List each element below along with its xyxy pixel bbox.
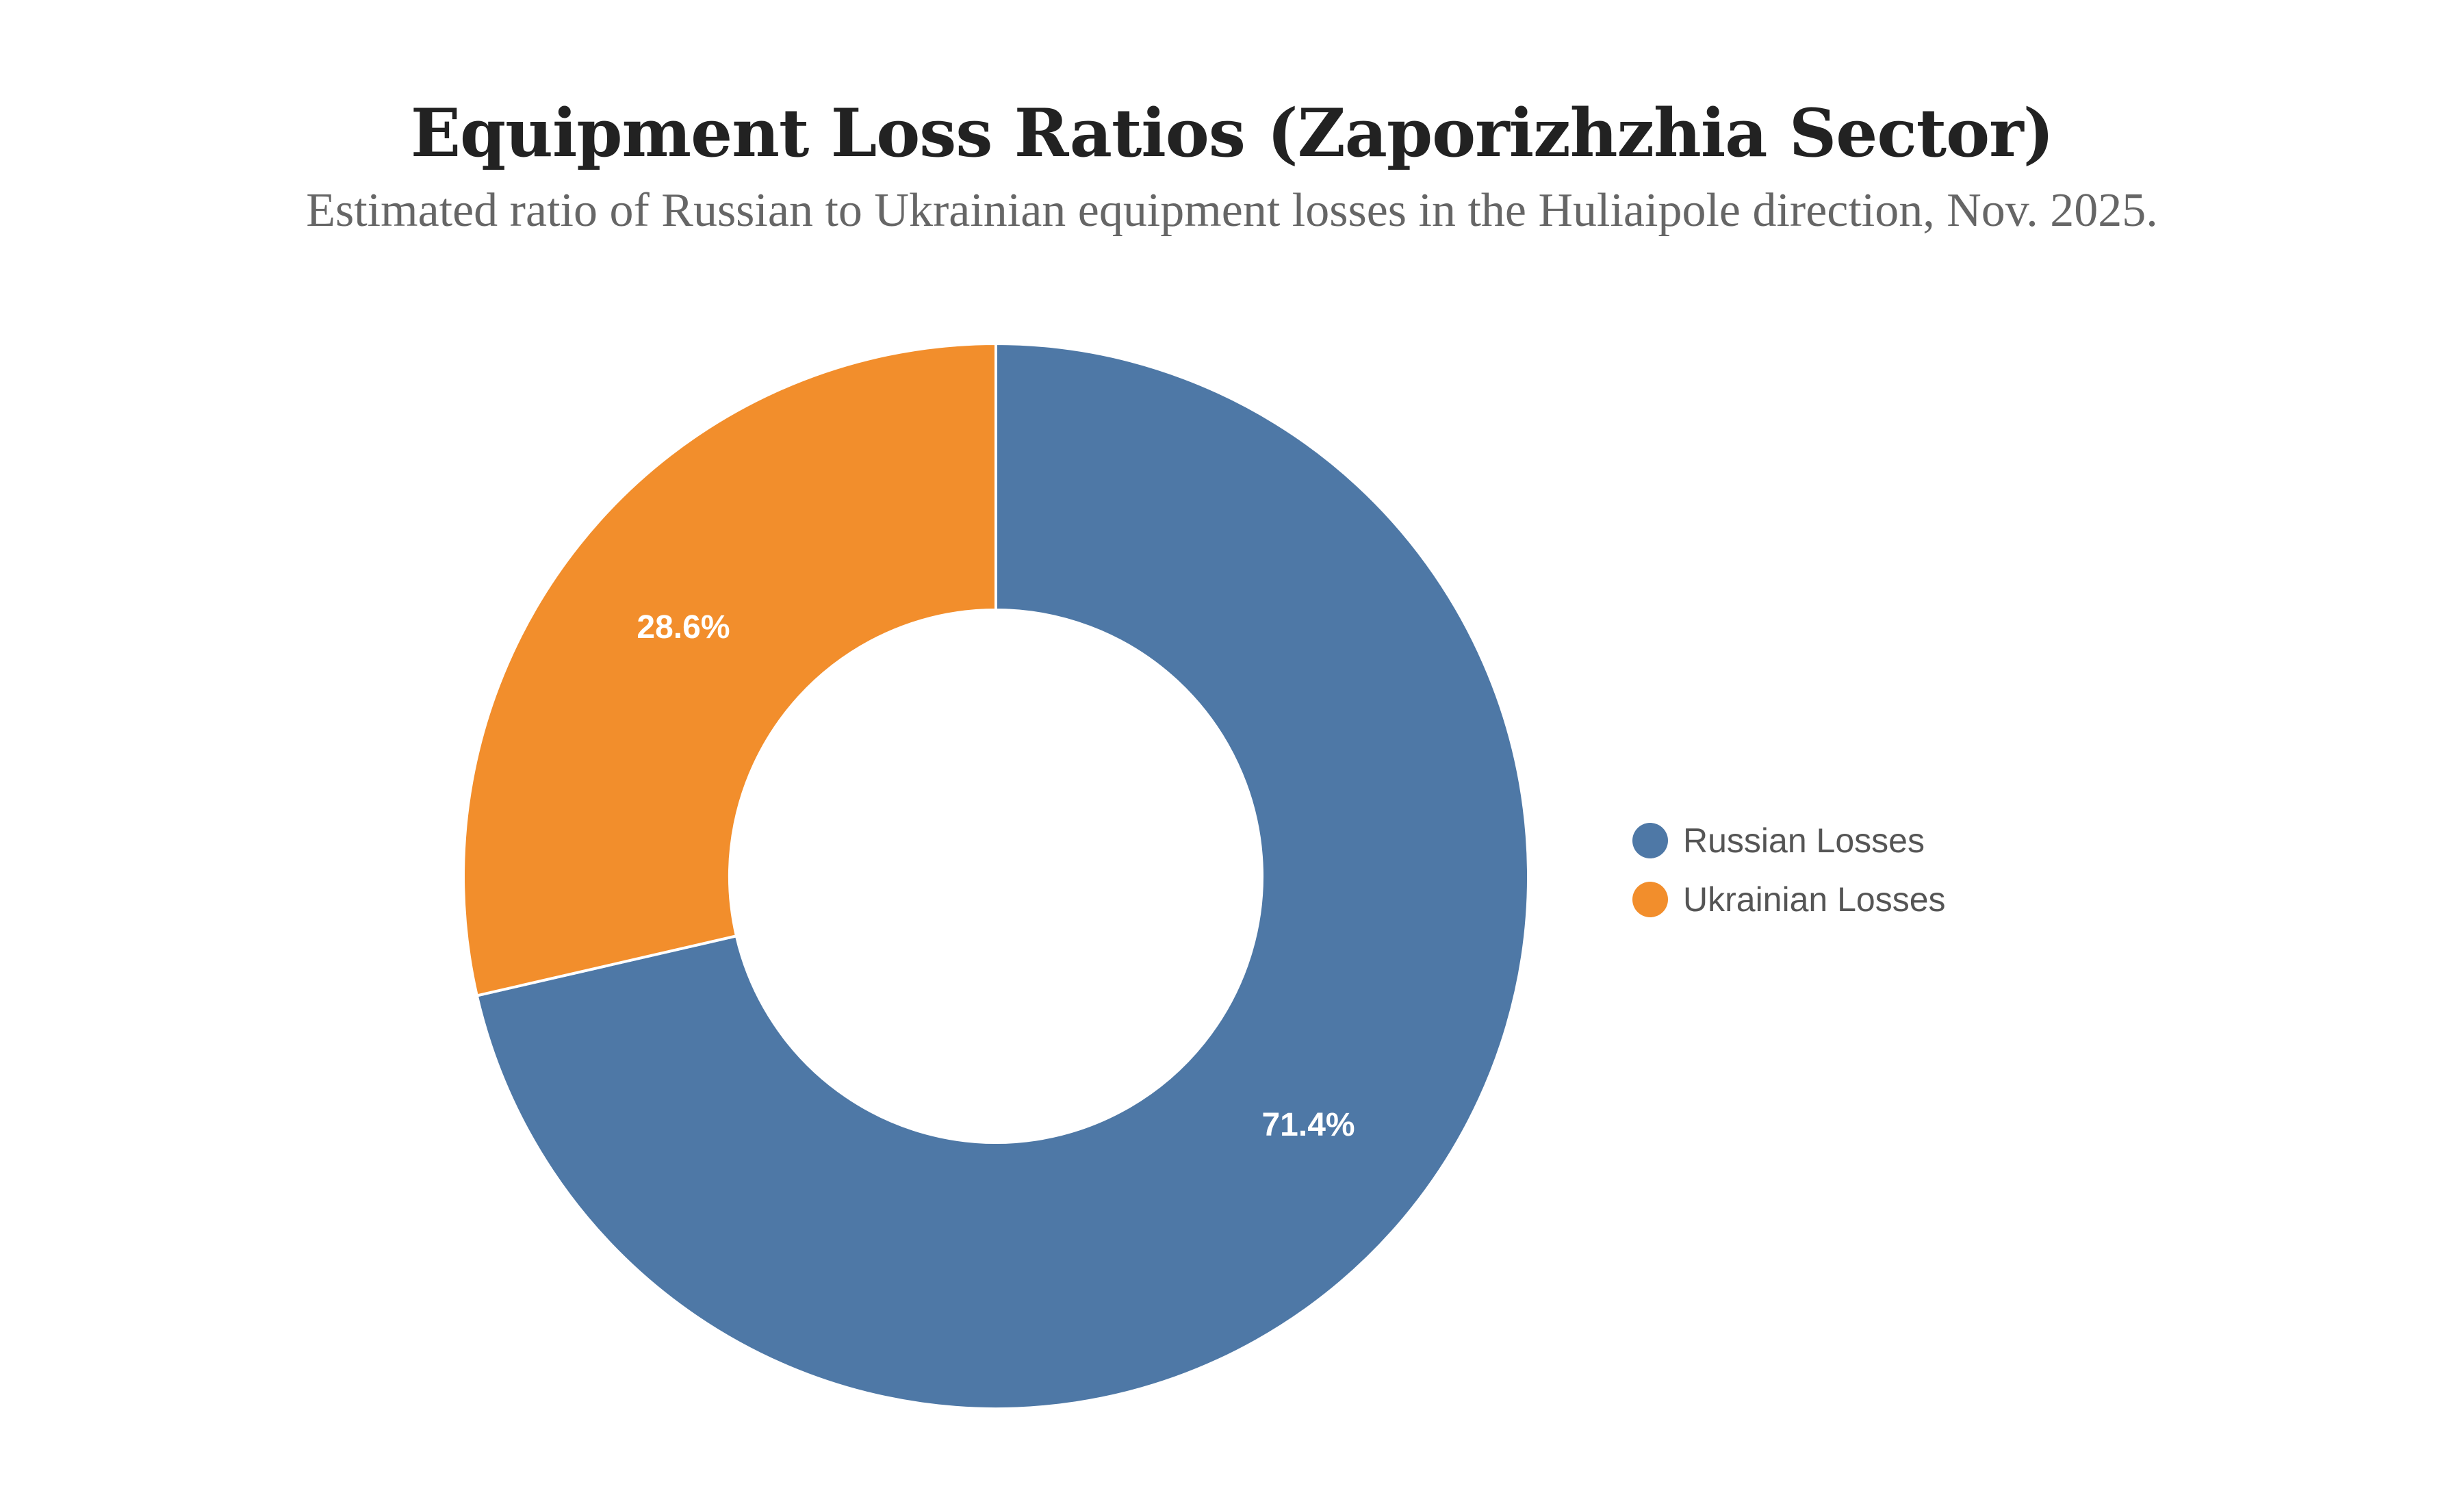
- legend-marker-russian-losses: [1632, 823, 1668, 858]
- chart-title: Equipment Loss Ratios (Zaporizhzhia Sect…: [410, 94, 2054, 172]
- legend: Russian Losses Ukrainian Losses: [1632, 811, 1946, 929]
- donut-slice-russian-losses[interactable]: [475, 342, 1530, 1410]
- slice-label-russian-losses: 71.4%: [1261, 1107, 1355, 1143]
- slice-label-ukrainian-losses: 28.6%: [637, 609, 730, 646]
- legend-label-russian-losses: Russian Losses: [1683, 821, 1925, 860]
- legend-marker-ukrainian-losses: [1632, 882, 1668, 917]
- legend-label-ukrainian-losses: Ukrainian Losses: [1683, 880, 1946, 919]
- donut-slice-ukrainian-losses[interactable]: [462, 342, 997, 997]
- legend-item-russian-losses[interactable]: Russian Losses: [1632, 811, 1946, 870]
- legend-item-ukrainian-losses[interactable]: Ukrainian Losses: [1632, 870, 1946, 929]
- chart-subtitle: Estimated ratio of Russian to Ukrainian …: [306, 184, 2158, 237]
